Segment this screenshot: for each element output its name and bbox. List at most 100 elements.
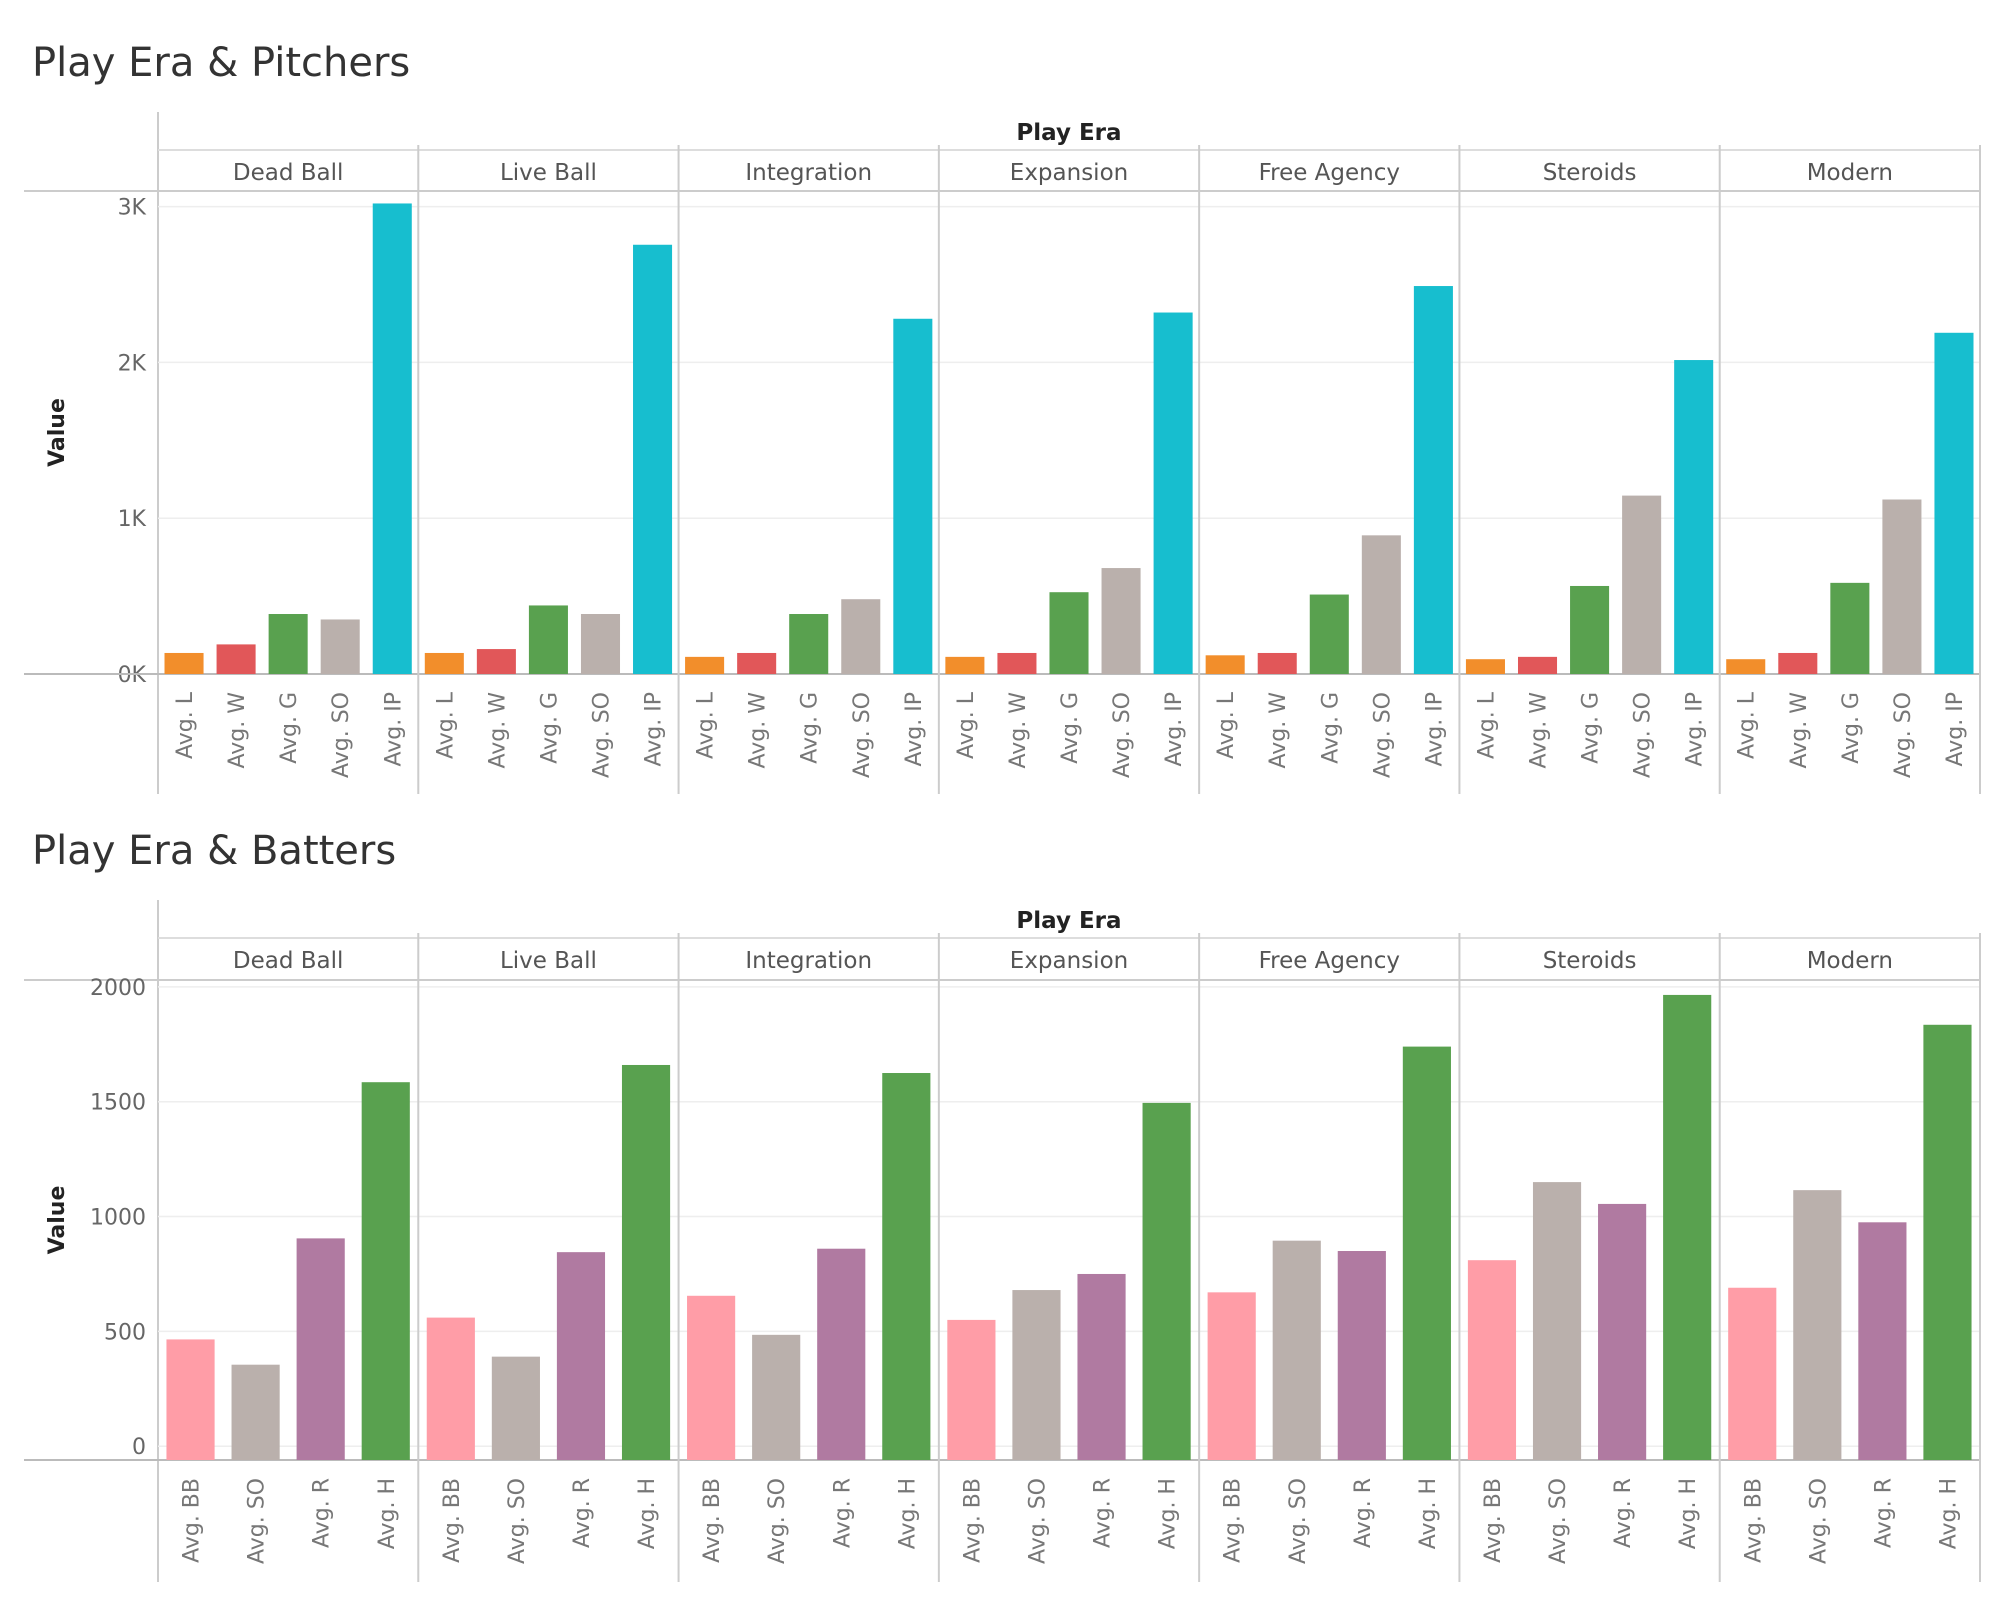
- pitchers-era-header: Steroids: [1543, 160, 1637, 186]
- batters-bar: [1793, 1190, 1842, 1460]
- pitchers-y-tick-label: 2K: [118, 351, 147, 376]
- batters-y-tick-label: 1500: [90, 1091, 146, 1116]
- pitchers-category-label: Avg. SO: [1631, 692, 1656, 778]
- batters-category-label: Avg. H: [375, 1478, 400, 1549]
- pitchers-era-header: Live Ball: [500, 160, 597, 186]
- pitchers-bar: [685, 656, 725, 674]
- pitchers-category-label: Avg. SO: [1891, 692, 1916, 778]
- pitchers-facet-title: Play Era: [1016, 120, 1121, 146]
- pitchers-y-tick-label: 1K: [118, 507, 147, 532]
- batters-bar: [491, 1356, 540, 1460]
- pitchers-bar: [737, 652, 777, 674]
- pitchers-bar: [1465, 659, 1505, 674]
- batters-category-label: Avg. R: [310, 1478, 335, 1548]
- pitchers-category-label: Avg. SO: [329, 692, 354, 778]
- pitchers-category-label: Avg. W: [1266, 692, 1291, 769]
- pitchers-era-header: Dead Ball: [233, 160, 344, 186]
- pitchers-era-header: Modern: [1807, 160, 1893, 186]
- batters-bar: [1012, 1290, 1061, 1460]
- pitchers-bar: [268, 614, 308, 674]
- batters-bar: [1467, 1260, 1517, 1460]
- batters-category-label: Avg. H: [1676, 1478, 1701, 1549]
- batters-category-label: Avg. BB: [440, 1478, 465, 1563]
- pitchers-category-label: Avg. G: [537, 692, 562, 764]
- batters-category-label: Avg. SO: [1806, 1478, 1831, 1564]
- pitchers-category-label: Avg. L: [433, 691, 458, 759]
- pitchers-category-label: Avg. W: [1527, 692, 1552, 769]
- pitchers-bar: [1830, 582, 1870, 674]
- pitchers-bar: [1101, 568, 1141, 674]
- batters-category-label: Avg. R: [830, 1478, 855, 1548]
- pitchers-era-header: Integration: [745, 160, 872, 186]
- batters-category-label: Avg. SO: [1286, 1478, 1311, 1564]
- batters-category-label: Avg. R: [1091, 1478, 1116, 1548]
- batters-bar: [1858, 1222, 1907, 1460]
- pitchers-category-label: Avg. G: [277, 692, 302, 764]
- batters-category-label: Avg. H: [635, 1478, 660, 1549]
- batters-bar: [1923, 1024, 1972, 1460]
- pitchers-bar: [1257, 652, 1297, 674]
- pitchers-bar: [580, 614, 621, 674]
- batters-bar: [1207, 1292, 1256, 1460]
- batters-bar: [687, 1295, 736, 1460]
- batters-bar: [1598, 1203, 1647, 1460]
- batters-category-label: Avg. SO: [1025, 1478, 1050, 1564]
- batters-category-label: Avg. SO: [1546, 1478, 1571, 1564]
- batters-era-header: Dead Ball: [233, 948, 344, 974]
- batters-category-label: Avg. R: [1871, 1478, 1896, 1548]
- pitchers-bar: [1413, 286, 1453, 674]
- pitchers-bar: [1674, 360, 1714, 674]
- pitchers-category-label: Avg. L: [954, 691, 979, 759]
- pitchers-category-label: Avg. G: [1318, 692, 1343, 764]
- pitchers-category-label: Avg. IP: [1422, 692, 1447, 767]
- batters-bar: [1402, 1046, 1451, 1460]
- batters-bar: [1142, 1102, 1191, 1460]
- pitchers-chart: Play Era 0K 1K 2K 3K Value Dead Ball Avg. L Avg.…: [24, 112, 1981, 794]
- pitchers-bar: [1517, 656, 1558, 674]
- pitchers-category-label: Avg. IP: [1943, 692, 1968, 767]
- batters-era-header: Integration: [745, 948, 872, 974]
- pitchers-category-label: Avg. SO: [1110, 692, 1135, 778]
- batters-bar: [1077, 1273, 1126, 1460]
- pitchers-category-label: Avg. W: [1006, 692, 1031, 769]
- pitchers-bar: [1882, 499, 1922, 674]
- batters-bar: [752, 1334, 801, 1460]
- batters-bar: [231, 1364, 280, 1460]
- pitchers-bar: [424, 652, 464, 674]
- pitchers-bar: [997, 652, 1037, 674]
- batters-category-label: Avg. SO: [245, 1478, 270, 1564]
- pitchers-category-label: Avg. W: [746, 692, 771, 769]
- batters-category-label: Avg. SO: [505, 1478, 530, 1564]
- pitchers-category-label: Avg. SO: [1370, 692, 1395, 778]
- pitchers-category-label: Avg. W: [1787, 692, 1812, 769]
- batters-bar: [1272, 1240, 1321, 1460]
- batters-era-header: Modern: [1807, 948, 1893, 974]
- pitchers-category-label: Avg. IP: [1162, 692, 1187, 767]
- pitchers-category-label: Avg. L: [694, 691, 719, 759]
- batters-y-tick-label: 1000: [90, 1206, 146, 1231]
- pitchers-bar: [1205, 655, 1245, 674]
- pitchers-bar: [216, 644, 256, 674]
- batters-bar: [621, 1064, 671, 1460]
- pitchers-category-label: Avg. SO: [589, 692, 614, 778]
- batters-era-header: Free Agency: [1259, 948, 1400, 974]
- pitchers-bar: [633, 244, 673, 674]
- pitchers-category-label: Avg. W: [485, 692, 510, 769]
- pitchers-bar: [372, 203, 412, 674]
- batters-category-label: Avg. H: [1416, 1478, 1441, 1549]
- batters-category-label: Avg. BB: [700, 1478, 725, 1563]
- pitchers-category-label: Avg. L: [1214, 691, 1239, 759]
- batters-bar: [1337, 1251, 1386, 1460]
- batters-bar: [556, 1252, 606, 1460]
- pitchers-bar: [1726, 659, 1766, 674]
- pitchers-y-tick-label: 3K: [118, 196, 147, 221]
- pitchers-y-tick-label: 0K: [118, 663, 147, 688]
- pitchers-bar: [320, 619, 360, 674]
- pitchers-bar: [1622, 495, 1662, 674]
- batters-category-label: Avg. BB: [960, 1478, 985, 1563]
- batters-category-label: Avg. R: [1351, 1478, 1376, 1548]
- batters-category-label: Avg. BB: [1221, 1478, 1246, 1563]
- pitchers-bar: [1153, 312, 1193, 674]
- batters-category-label: Avg. BB: [1741, 1478, 1766, 1563]
